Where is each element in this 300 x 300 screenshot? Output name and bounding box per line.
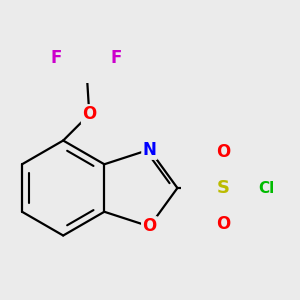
- Text: O: O: [82, 105, 96, 123]
- Text: F: F: [50, 50, 62, 68]
- Text: N: N: [142, 141, 156, 159]
- Text: S: S: [217, 179, 230, 197]
- Text: O: O: [216, 143, 231, 161]
- Text: Cl: Cl: [258, 181, 274, 196]
- Text: F: F: [111, 50, 122, 68]
- Text: O: O: [216, 214, 231, 232]
- Text: O: O: [142, 218, 157, 236]
